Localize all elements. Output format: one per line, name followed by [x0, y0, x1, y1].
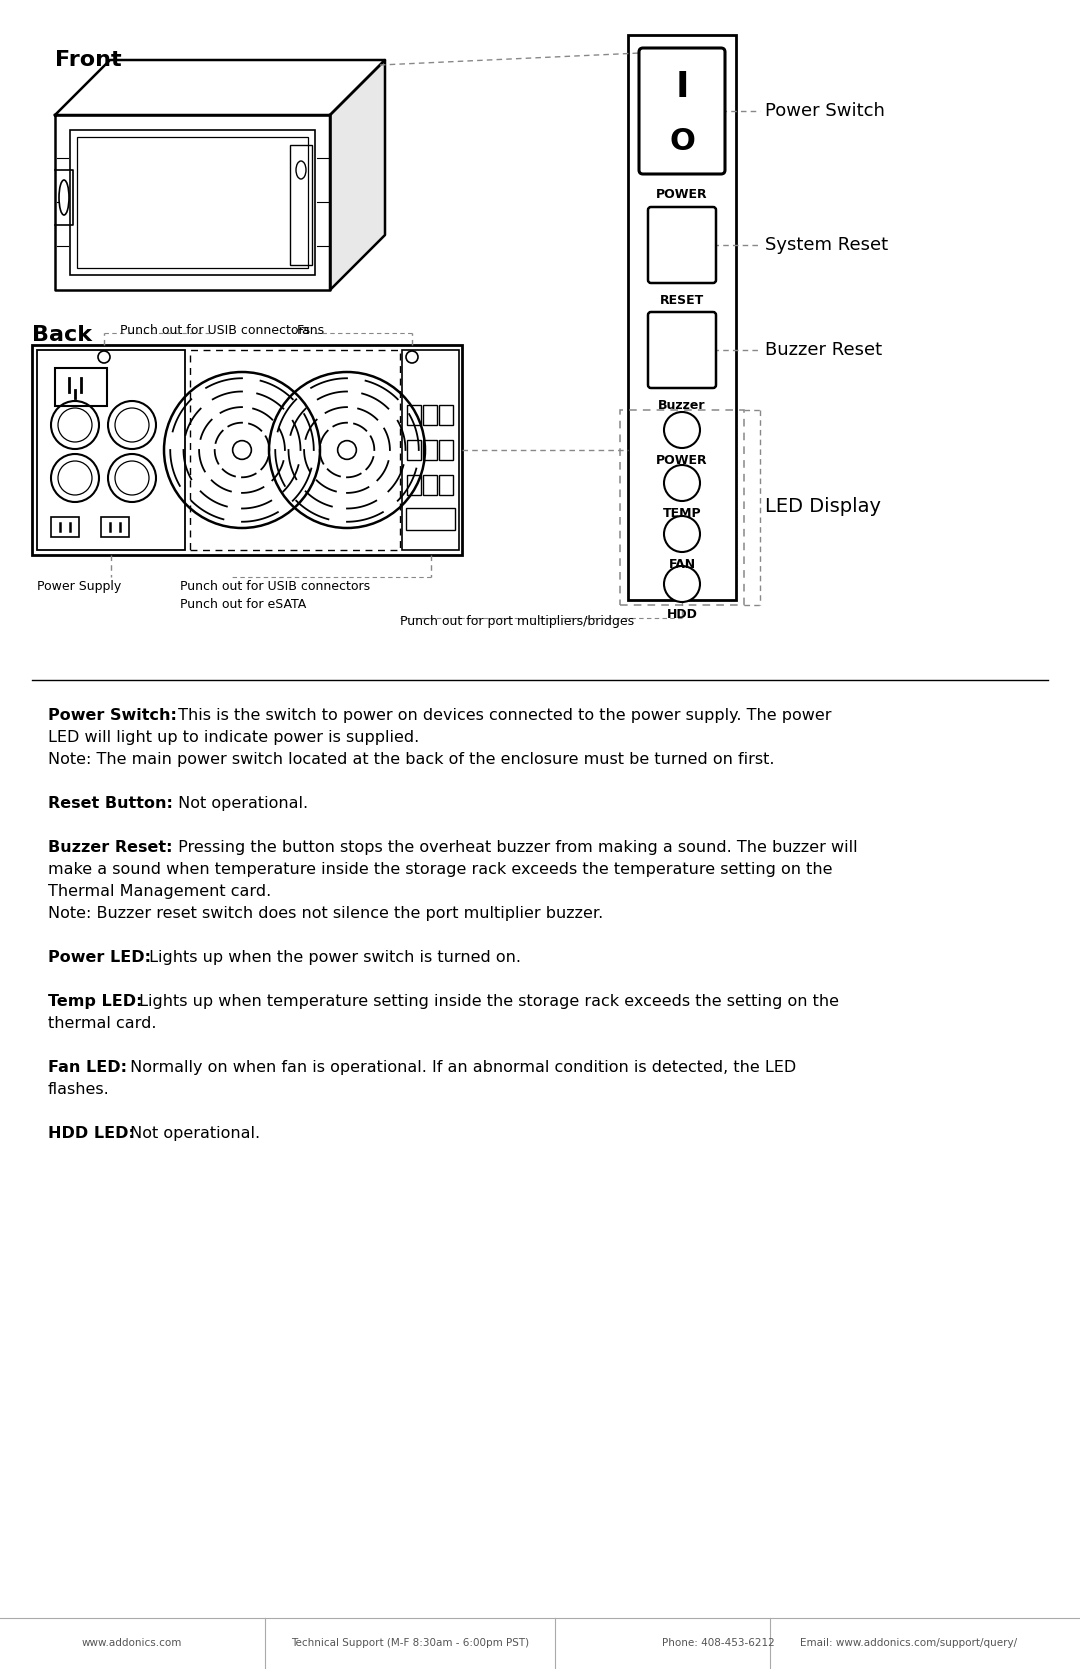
Bar	[438, 406, 453, 426]
Bar	[406, 507, 455, 531]
Circle shape	[664, 466, 700, 501]
Circle shape	[664, 412, 700, 447]
Text: Lights up when temperature setting inside the storage rack exceeds the setting o: Lights up when temperature setting insid…	[134, 995, 839, 1010]
Text: Fans: Fans	[297, 324, 325, 337]
Text: Back: Back	[32, 325, 92, 345]
Text: Email: www.addonics.com/support/query/: Email: www.addonics.com/support/query/	[800, 1637, 1017, 1647]
Bar	[423, 441, 437, 461]
Text: POWER: POWER	[657, 189, 707, 200]
Polygon shape	[55, 115, 330, 290]
Text: Power Switch:: Power Switch:	[48, 708, 177, 723]
Text: Buzzer: Buzzer	[658, 399, 705, 412]
Bar	[407, 476, 421, 496]
Text: Not operational.: Not operational.	[173, 796, 308, 811]
Text: Buzzer Reset: Buzzer Reset	[765, 340, 882, 359]
Text: flashes.: flashes.	[48, 1082, 110, 1097]
Text: thermal card.: thermal card.	[48, 1016, 157, 1031]
Text: Power Switch: Power Switch	[765, 102, 885, 120]
Text: Power LED:: Power LED:	[48, 950, 151, 965]
Bar	[402, 350, 459, 551]
Text: O: O	[670, 127, 694, 157]
Polygon shape	[55, 60, 384, 115]
Circle shape	[232, 441, 252, 459]
Circle shape	[664, 516, 700, 552]
Text: FAN: FAN	[669, 557, 696, 571]
Text: Front: Front	[55, 50, 122, 70]
Text: I: I	[675, 70, 689, 103]
Bar	[620, 411, 744, 604]
Text: Note: The main power switch located at the back of the enclosure must be turned : Note: The main power switch located at t…	[48, 753, 774, 768]
Text: LED will light up to indicate power is supplied.: LED will light up to indicate power is s…	[48, 729, 419, 744]
FancyBboxPatch shape	[639, 48, 725, 174]
Text: Pressing the button stops the overheat buzzer from making a sound. The buzzer wi: Pressing the button stops the overheat b…	[173, 840, 858, 855]
Text: Note: Buzzer reset switch does not silence the port multiplier buzzer.: Note: Buzzer reset switch does not silen…	[48, 906, 604, 921]
Text: LED Display: LED Display	[765, 497, 881, 516]
Bar	[291, 145, 312, 265]
Text: Thermal Management card.: Thermal Management card.	[48, 885, 271, 900]
Text: Punch out for eSATA: Punch out for eSATA	[180, 598, 307, 611]
Bar	[55, 367, 107, 406]
Bar	[70, 130, 315, 275]
Text: Not operational.: Not operational.	[124, 1127, 260, 1142]
Text: Technical Support (M-F 8:30am - 6:00pm PST): Technical Support (M-F 8:30am - 6:00pm P…	[291, 1637, 529, 1647]
Text: This is the switch to power on devices connected to the power supply. The power: This is the switch to power on devices c…	[173, 708, 832, 723]
Bar	[102, 517, 129, 537]
Bar	[51, 517, 79, 537]
Text: POWER: POWER	[657, 454, 707, 467]
Bar	[77, 137, 308, 269]
Circle shape	[338, 441, 356, 459]
Bar	[627, 35, 735, 599]
Text: Punch out for USIB connectors: Punch out for USIB connectors	[120, 324, 310, 337]
Text: RESET: RESET	[660, 294, 704, 307]
Text: Punch out for port multipliers/bridges: Punch out for port multipliers/bridges	[400, 614, 634, 628]
Text: Phone: 408-453-6212: Phone: 408-453-6212	[662, 1637, 774, 1647]
Bar	[423, 476, 437, 496]
Bar	[37, 350, 185, 551]
Circle shape	[664, 566, 700, 603]
FancyBboxPatch shape	[648, 312, 716, 387]
Text: HDD LED:: HDD LED:	[48, 1127, 135, 1142]
Text: www.addonics.com: www.addonics.com	[82, 1637, 183, 1647]
Bar	[190, 350, 400, 551]
Text: make a sound when temperature inside the storage rack exceeds the temperature se: make a sound when temperature inside the…	[48, 861, 833, 876]
Text: Normally on when fan is operational. If an abnormal condition is detected, the L: Normally on when fan is operational. If …	[124, 1060, 796, 1075]
Text: TEMP: TEMP	[663, 507, 701, 521]
Bar	[438, 476, 453, 496]
Bar	[423, 406, 437, 426]
Bar	[438, 441, 453, 461]
Bar	[407, 441, 421, 461]
Text: Punch out for USIB connectors: Punch out for USIB connectors	[180, 581, 370, 592]
Text: HDD: HDD	[666, 608, 698, 621]
Polygon shape	[330, 60, 384, 290]
Bar	[32, 345, 462, 556]
FancyBboxPatch shape	[648, 207, 716, 284]
Text: Fan LED:: Fan LED:	[48, 1060, 127, 1075]
Ellipse shape	[59, 180, 69, 215]
Text: Power Supply: Power Supply	[37, 581, 121, 592]
Text: Temp LED:: Temp LED:	[48, 995, 143, 1010]
Bar	[407, 406, 421, 426]
Text: System Reset: System Reset	[765, 235, 888, 254]
Text: Lights up when the power switch is turned on.: Lights up when the power switch is turne…	[144, 950, 521, 965]
Text: Buzzer Reset:: Buzzer Reset:	[48, 840, 173, 855]
Text: Reset Button:: Reset Button:	[48, 796, 173, 811]
